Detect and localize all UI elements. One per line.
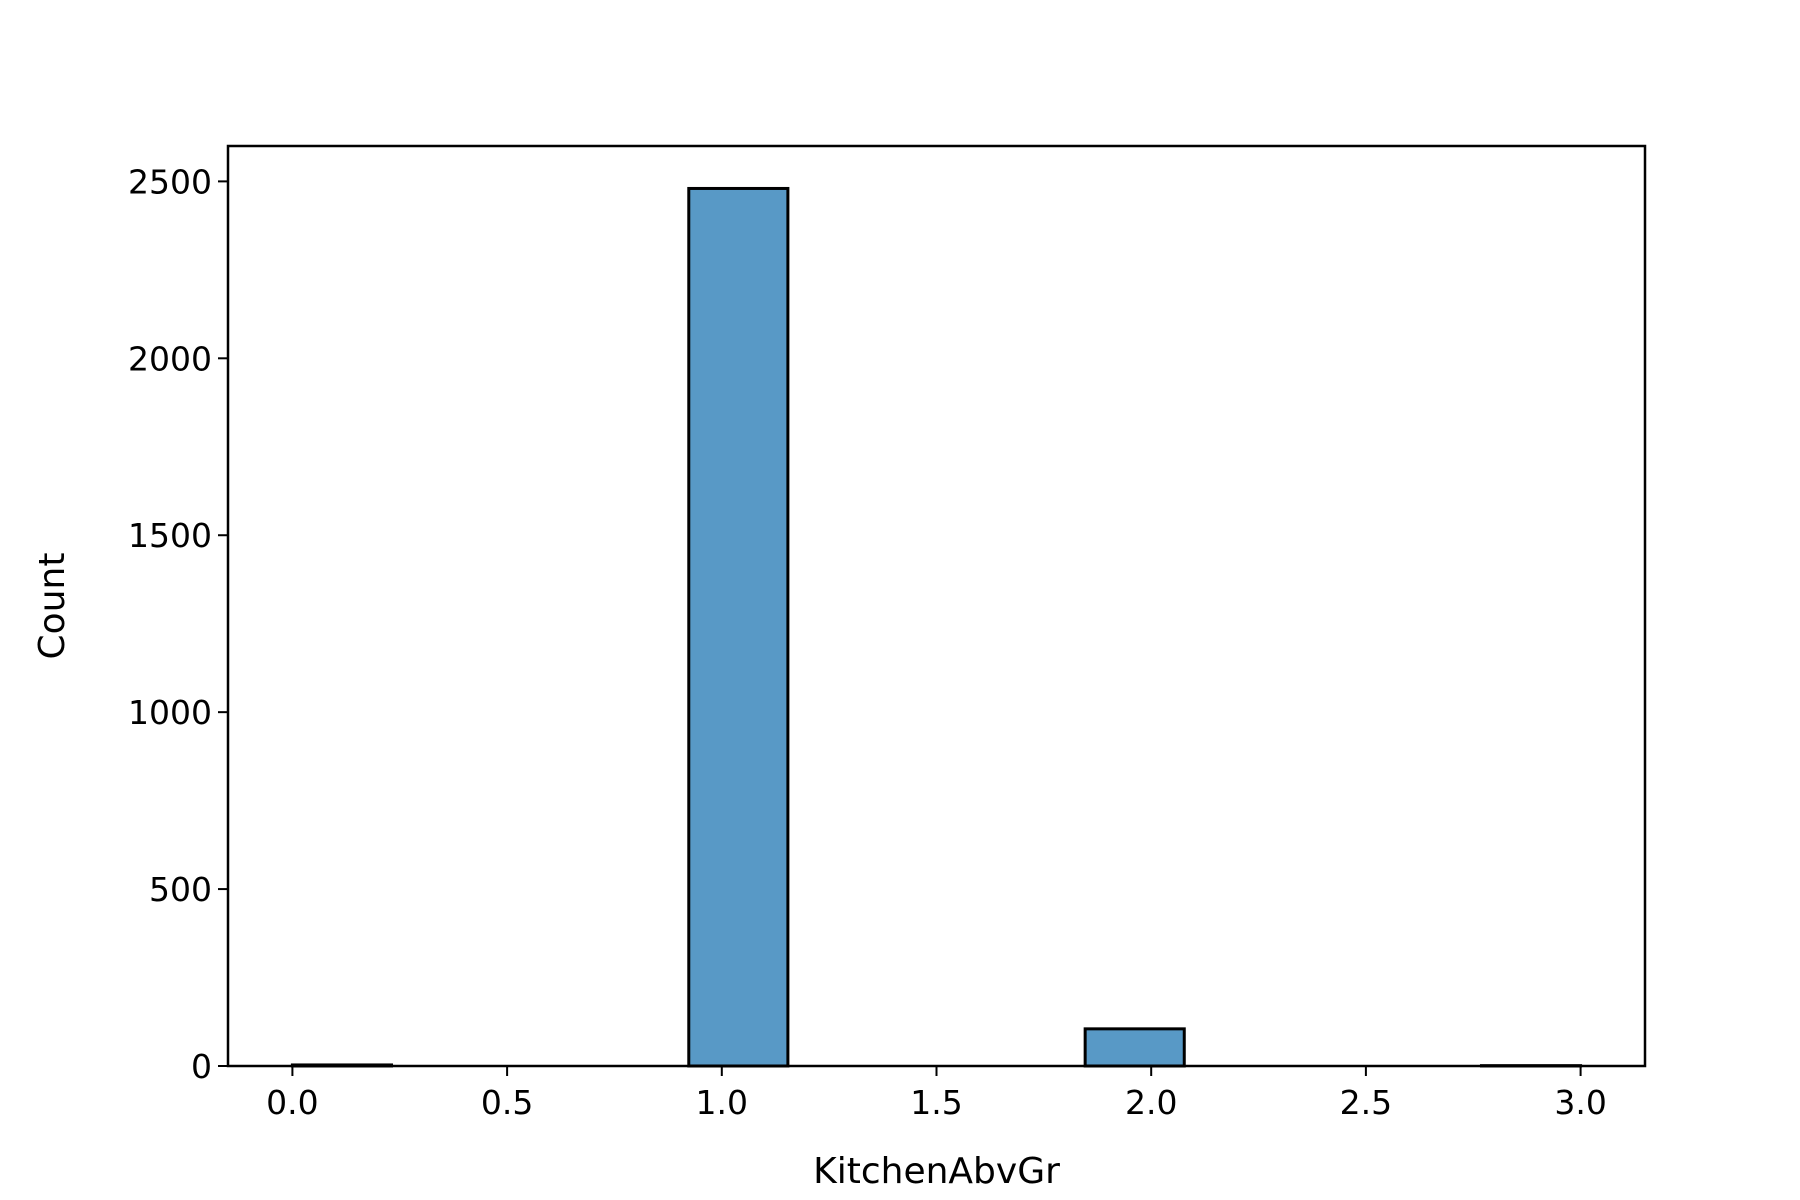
y-tick-label: 2000: [128, 339, 212, 378]
x-axis-label: KitchenAbvGr: [813, 1151, 1060, 1192]
histogram-bar-8: [1083, 1027, 1186, 1068]
x-tick-label: 1.0: [696, 1083, 748, 1122]
x-tick-label: 3.0: [1554, 1083, 1606, 1122]
x-tick-label: 2.0: [1125, 1083, 1177, 1122]
histogram-bar-4: [687, 186, 790, 1068]
y-axis-label: Count: [32, 553, 73, 660]
plot-area-frame: [226, 144, 1647, 1068]
y-tick-label: 2500: [128, 162, 212, 201]
y-tick-label: 0: [191, 1047, 212, 1086]
y-axis-ticks: 0 500 1000 1500 2000 2500: [128, 162, 228, 1086]
histogram-bars: [290, 186, 1583, 1068]
x-axis-ticks: 0.0 0.5 1.0 1.5 2.0 2.5 3.0: [266, 1066, 1607, 1122]
y-tick-label: 1500: [128, 516, 212, 555]
y-tick-label: 1000: [128, 693, 212, 732]
x-tick-label: 2.5: [1340, 1083, 1392, 1122]
y-tick-label: 500: [149, 870, 212, 909]
x-tick-label: 0.5: [481, 1083, 533, 1122]
x-tick-label: 1.5: [910, 1083, 962, 1122]
x-tick-label: 0.0: [266, 1083, 318, 1122]
